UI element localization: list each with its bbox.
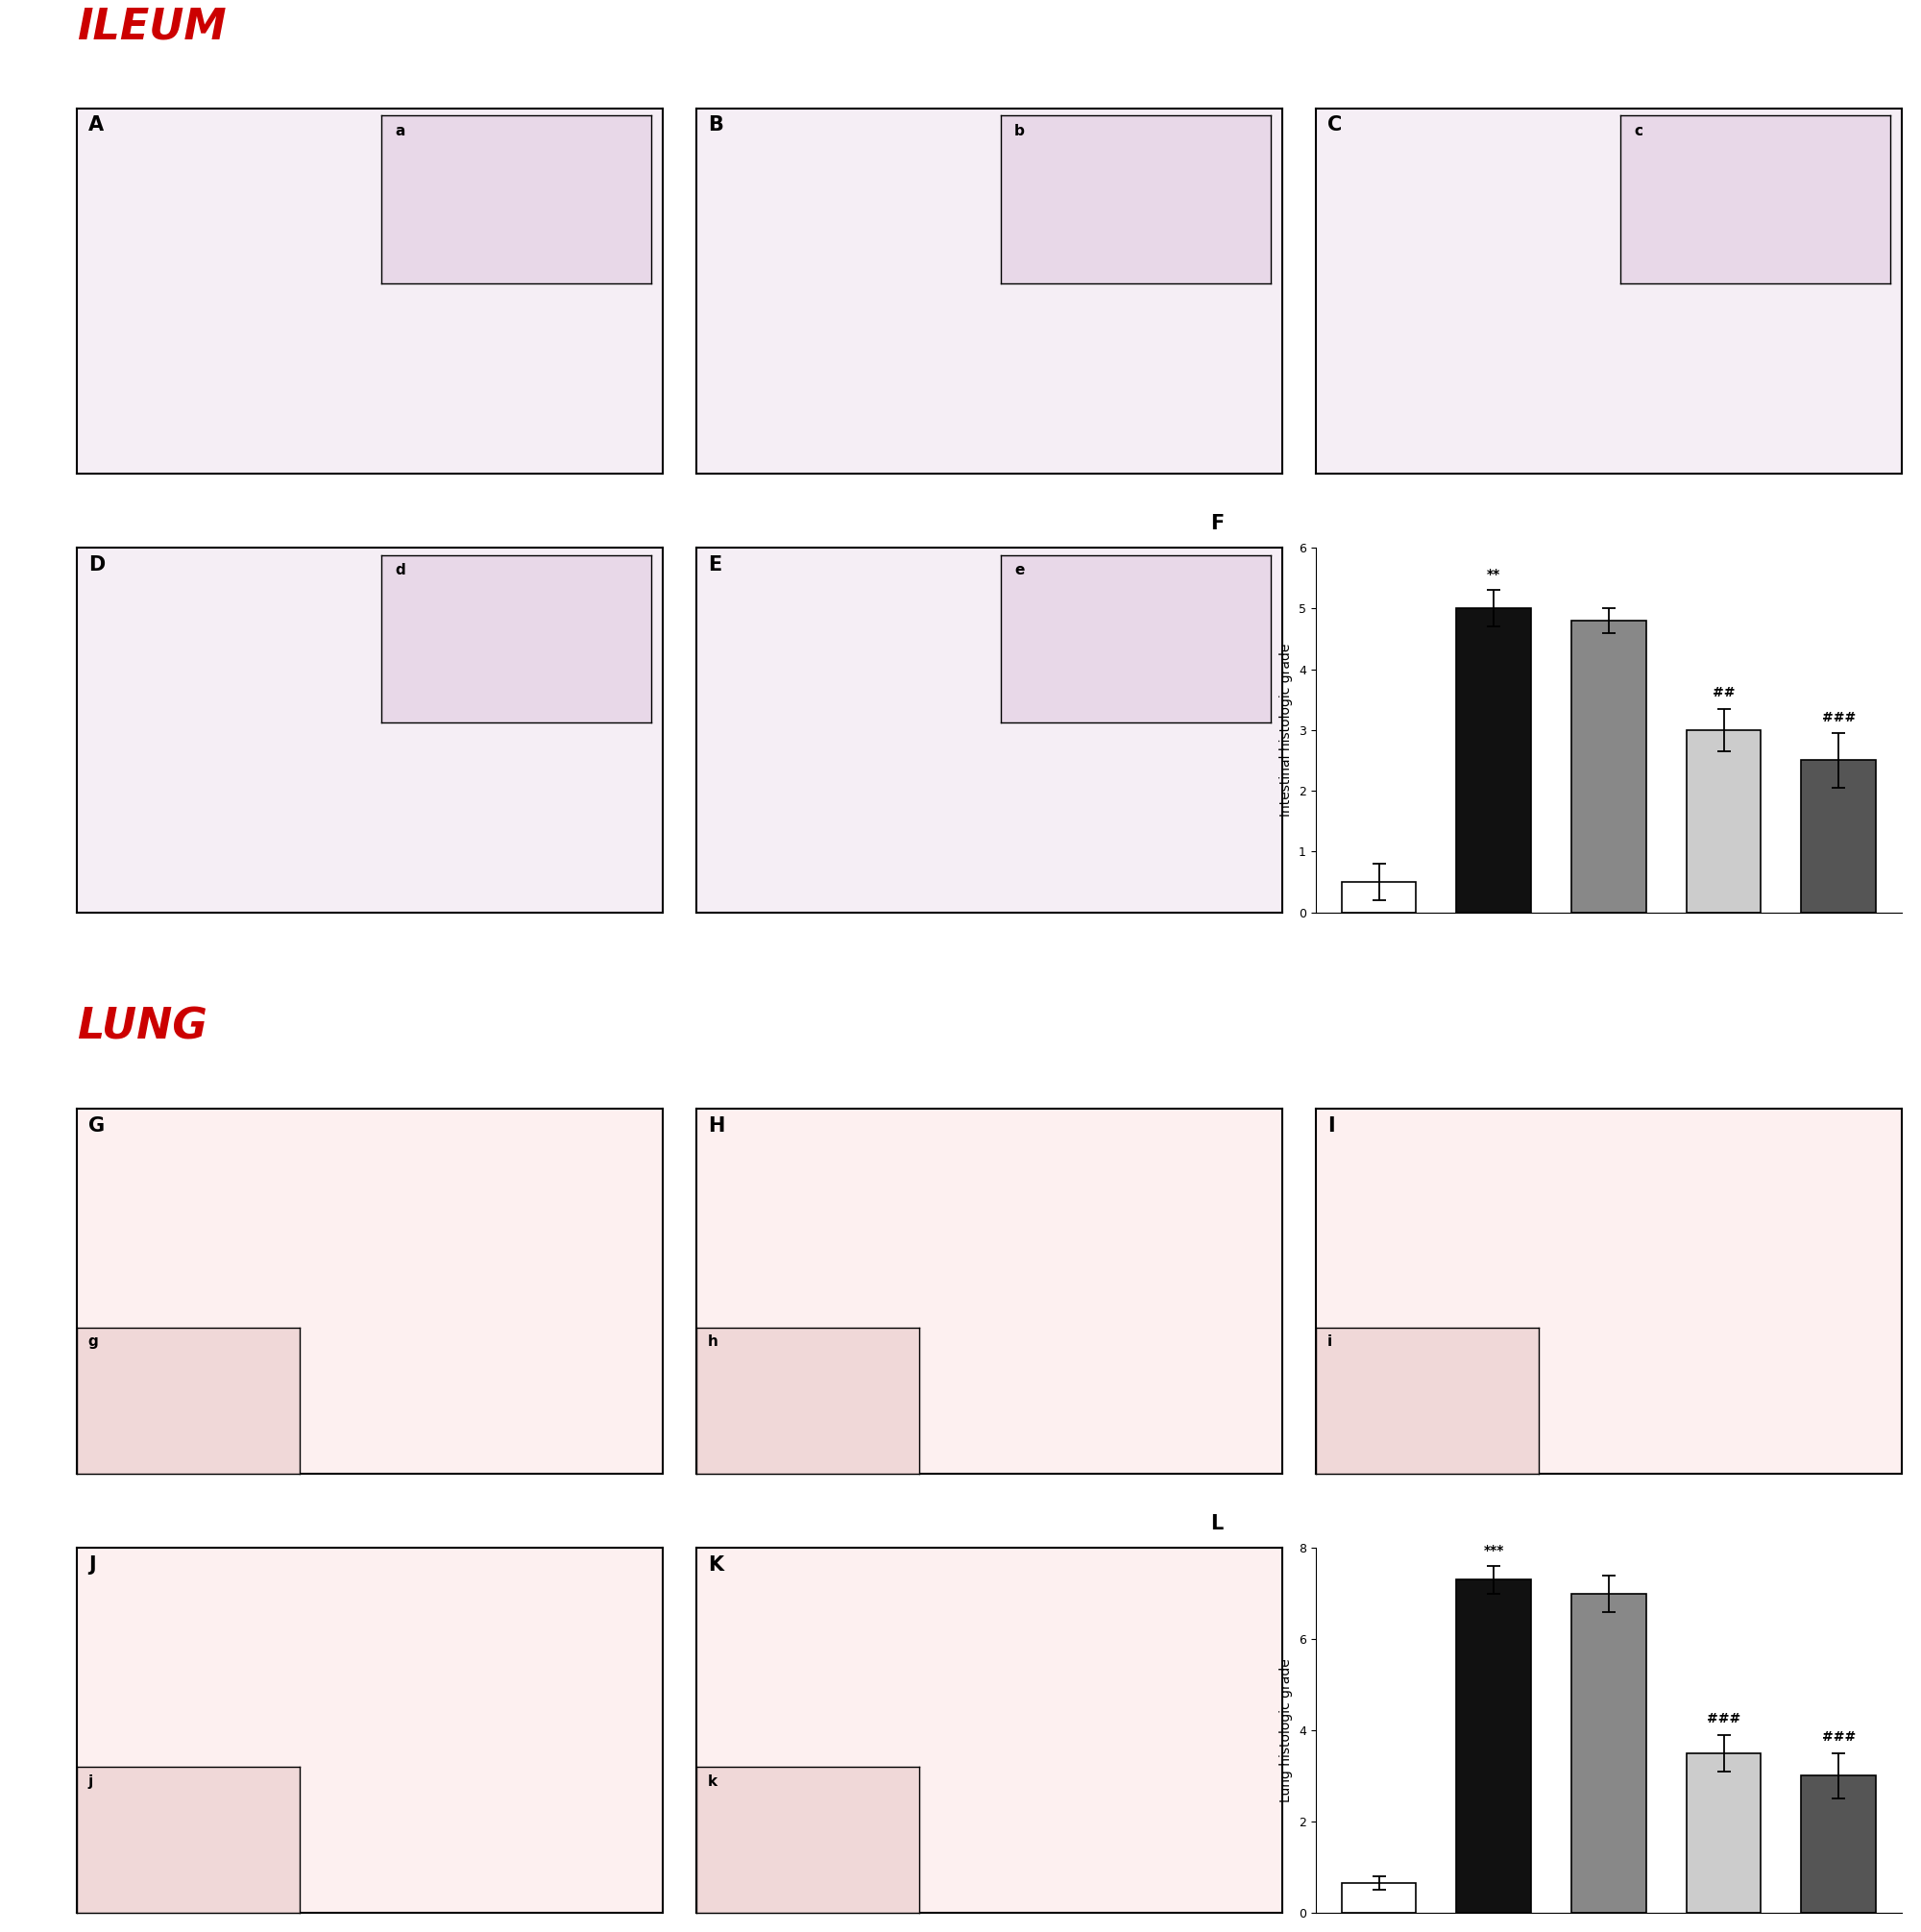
Text: D: D [88,554,106,574]
Text: A: A [88,116,104,135]
Bar [1571,1594,1646,1913]
Bar [1456,609,1531,912]
Text: C: C [1327,116,1343,135]
Text: ##: ## [1712,686,1735,699]
Text: ###: ### [1821,1731,1856,1745]
Text: ###: ### [1821,711,1856,724]
Text: G: G [88,1117,106,1136]
Bar [1341,883,1416,912]
Text: B: B [709,116,722,135]
Bar [1456,1580,1531,1913]
Text: K: K [709,1555,724,1575]
Text: F: F [1210,514,1224,533]
Text: H: H [709,1117,724,1136]
Bar [1341,1884,1416,1913]
Bar [1802,1776,1877,1913]
Text: ILEUM: ILEUM [77,6,227,46]
Text: ###: ### [1706,1712,1740,1725]
Text: ***: *** [1483,1544,1504,1557]
Text: I: I [1327,1117,1335,1136]
Text: LUNG: LUNG [77,1007,207,1047]
Text: L: L [1210,1515,1224,1534]
Text: E: E [709,554,722,574]
Bar [1687,730,1762,912]
Bar [1687,1752,1762,1913]
Bar [1571,620,1646,912]
Y-axis label: Intestinal histologic grade: Intestinal histologic grade [1279,643,1293,817]
Bar [1802,761,1877,912]
Y-axis label: Lung histologic grade: Lung histologic grade [1279,1658,1293,1803]
Text: **: ** [1487,568,1500,582]
Text: J: J [88,1555,96,1575]
